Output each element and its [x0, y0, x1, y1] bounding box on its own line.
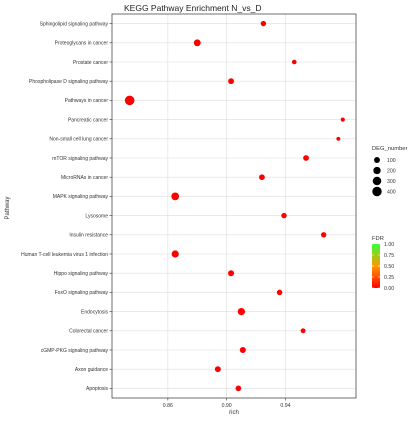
- data-point: [336, 136, 341, 141]
- data-point: [300, 328, 306, 334]
- data-point: [171, 250, 179, 258]
- data-point: [214, 366, 221, 373]
- y-tick-label: MAPK signaling pathway: [53, 194, 109, 200]
- plot-border: [111, 13, 357, 399]
- data-point: [228, 78, 234, 85]
- y-tick-label: mTOR signaling pathway: [52, 156, 108, 162]
- data-point: [193, 39, 201, 47]
- data-point: [303, 155, 309, 161]
- y-tick-label: Phospholipase D signaling pathway: [29, 79, 108, 85]
- plot-panel: Sphingolipid signaling pathway Proteoglyc…: [21, 13, 357, 409]
- y-tick-label: Pancreatic cancer: [68, 117, 108, 123]
- y-tick-label: Endocytosis: [81, 309, 108, 315]
- x-tick-label: 0.94: [280, 403, 290, 409]
- data-point: [237, 307, 245, 316]
- fdr-legend: FDR 1.00 0.75 0.50 0.25 0.00: [372, 236, 394, 292]
- y-tick-label: Colorectal cancer: [69, 329, 108, 335]
- x-axis-label: rich: [229, 410, 239, 416]
- y-axis-label: Pathway: [5, 196, 11, 219]
- data-point: [235, 385, 242, 392]
- fdr-colorbar: [372, 244, 380, 288]
- data-point: [239, 346, 246, 354]
- y-tick-label: Sphingolipid signaling pathway: [40, 21, 109, 27]
- y-tick-label: Pathways in cancer: [65, 98, 109, 104]
- data-point: [259, 174, 265, 181]
- fdr-tick-label: 0.75: [384, 253, 394, 259]
- size-legend-dot: [372, 186, 382, 197]
- y-tick-label: Insulin resistance: [69, 233, 108, 239]
- data-point: [291, 59, 297, 65]
- fdr-tick-label: 0.00: [384, 286, 394, 292]
- size-legend: DEG_number 100 200 300 400: [372, 146, 408, 197]
- data-point: [124, 95, 135, 106]
- plot-background: [112, 14, 356, 398]
- data-points: [124, 20, 345, 392]
- chart-title: KEGG Pathway Enrichment N_vs_D: [124, 3, 261, 13]
- size-legend-dot: [373, 166, 381, 175]
- y-tick-label: MicroRNAs in cancer: [61, 175, 108, 181]
- y-tick-label: Proteoglycans in cancer: [55, 41, 109, 47]
- size-legend-label: 400: [387, 190, 396, 196]
- y-tick-label: Non-small cell lung cancer: [49, 137, 108, 143]
- x-tick-label: 0.90: [222, 403, 232, 409]
- size-legend-label: 200: [387, 169, 396, 175]
- fdr-tick-label: 1.00: [384, 242, 394, 248]
- y-tick-label: Lysosome: [85, 213, 108, 219]
- size-legend-dot: [374, 157, 380, 163]
- y-tick-label: FoxO signaling pathway: [55, 290, 109, 296]
- y-tick-label: Apoptosis: [86, 386, 108, 392]
- data-point: [340, 117, 345, 122]
- y-tick-label: Prostate cancer: [73, 60, 108, 66]
- size-legend-label: 100: [387, 158, 396, 164]
- data-point: [320, 232, 327, 238]
- y-tick-label: cGMP-PKG signaling pathway: [41, 348, 109, 354]
- y-tick-label: Hippo signaling pathway: [54, 271, 109, 277]
- y-tick-label: Human T-cell leukemia virus 1 infection: [21, 252, 108, 258]
- data-point: [171, 192, 180, 201]
- data-point: [276, 289, 283, 296]
- fdr-tick-label: 0.50: [384, 264, 394, 270]
- data-point: [281, 212, 287, 219]
- y-tick-label: Axon guidance: [75, 367, 108, 373]
- data-point: [260, 20, 267, 27]
- data-point: [228, 270, 235, 277]
- size-legend-dot: [372, 176, 382, 186]
- size-legend-title: DEG_number: [372, 146, 408, 152]
- size-legend-label: 300: [387, 179, 396, 185]
- fdr-tick-label: 0.25: [384, 275, 394, 281]
- x-tick-label: 0.86: [163, 403, 173, 409]
- fdr-legend-title: FDR: [372, 236, 384, 242]
